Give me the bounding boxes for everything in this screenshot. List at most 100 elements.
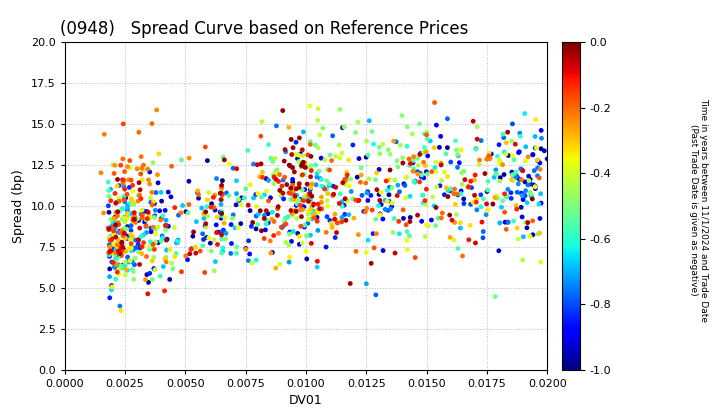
Point: [220, 230, 232, 237]
Point: [104, 234, 115, 241]
Point: [105, 248, 117, 255]
Point: [118, 196, 130, 203]
Point: [294, 196, 306, 203]
Point: [113, 271, 125, 278]
Point: [287, 188, 299, 194]
Point: [350, 248, 361, 255]
Point: [441, 116, 453, 122]
Point: [117, 244, 128, 251]
Point: [482, 155, 494, 161]
Point: [176, 268, 187, 275]
Point: [104, 234, 116, 240]
Point: [404, 218, 415, 225]
Point: [117, 215, 128, 222]
Point: [297, 203, 308, 210]
Point: [138, 208, 150, 215]
Point: [149, 214, 161, 221]
Point: [301, 255, 312, 262]
Point: [287, 164, 298, 171]
Point: [279, 158, 290, 165]
Point: [420, 201, 431, 207]
Point: [497, 197, 508, 204]
Point: [109, 223, 120, 230]
Point: [146, 120, 158, 127]
Point: [284, 231, 295, 237]
Point: [491, 195, 503, 202]
Point: [451, 211, 462, 218]
Point: [276, 224, 288, 231]
Point: [306, 193, 318, 199]
Point: [327, 132, 338, 139]
Point: [295, 150, 307, 157]
Point: [304, 190, 315, 197]
Point: [103, 249, 114, 256]
Point: [429, 99, 441, 106]
Point: [107, 284, 118, 290]
Point: [104, 294, 115, 301]
Point: [368, 141, 379, 147]
Point: [469, 172, 481, 178]
Point: [144, 246, 156, 252]
Point: [312, 258, 323, 265]
Point: [389, 177, 400, 184]
Point: [533, 230, 544, 237]
Point: [120, 272, 131, 278]
Point: [516, 190, 527, 197]
Point: [469, 192, 480, 199]
Point: [510, 202, 522, 209]
Point: [127, 215, 139, 222]
Point: [345, 176, 356, 182]
Point: [305, 232, 316, 239]
Point: [356, 172, 367, 178]
Point: [336, 198, 348, 205]
Point: [336, 218, 348, 225]
Point: [216, 236, 228, 242]
Point: [216, 210, 228, 217]
Point: [477, 228, 489, 235]
Point: [301, 233, 312, 239]
Point: [161, 223, 172, 229]
Point: [201, 234, 212, 241]
Point: [145, 239, 156, 245]
Point: [192, 189, 203, 196]
Point: [413, 162, 424, 168]
Point: [261, 175, 272, 182]
Point: [524, 176, 536, 183]
Point: [361, 249, 372, 256]
Point: [140, 216, 152, 223]
Point: [113, 248, 125, 255]
Point: [114, 198, 125, 205]
Point: [295, 172, 307, 179]
Point: [470, 145, 482, 152]
Point: [107, 259, 119, 266]
Point: [303, 192, 315, 199]
Point: [361, 154, 372, 160]
Point: [362, 197, 374, 204]
Point: [108, 241, 120, 248]
Point: [192, 187, 204, 194]
Point: [293, 181, 305, 187]
Point: [338, 202, 350, 209]
Point: [119, 168, 130, 175]
Point: [292, 230, 303, 237]
Point: [442, 193, 454, 200]
Point: [526, 193, 537, 199]
Point: [524, 233, 536, 240]
Point: [112, 219, 124, 226]
Point: [330, 184, 341, 191]
Point: [510, 141, 521, 147]
Point: [257, 174, 269, 181]
Point: [223, 192, 235, 199]
Point: [190, 244, 202, 251]
Point: [150, 207, 161, 214]
Point: [143, 279, 154, 286]
Point: [520, 219, 531, 226]
Point: [495, 174, 506, 181]
Point: [210, 221, 222, 228]
Point: [348, 215, 359, 221]
Point: [155, 217, 166, 223]
Point: [301, 192, 312, 199]
Point: [482, 186, 493, 193]
Point: [456, 252, 468, 259]
Point: [489, 194, 500, 201]
